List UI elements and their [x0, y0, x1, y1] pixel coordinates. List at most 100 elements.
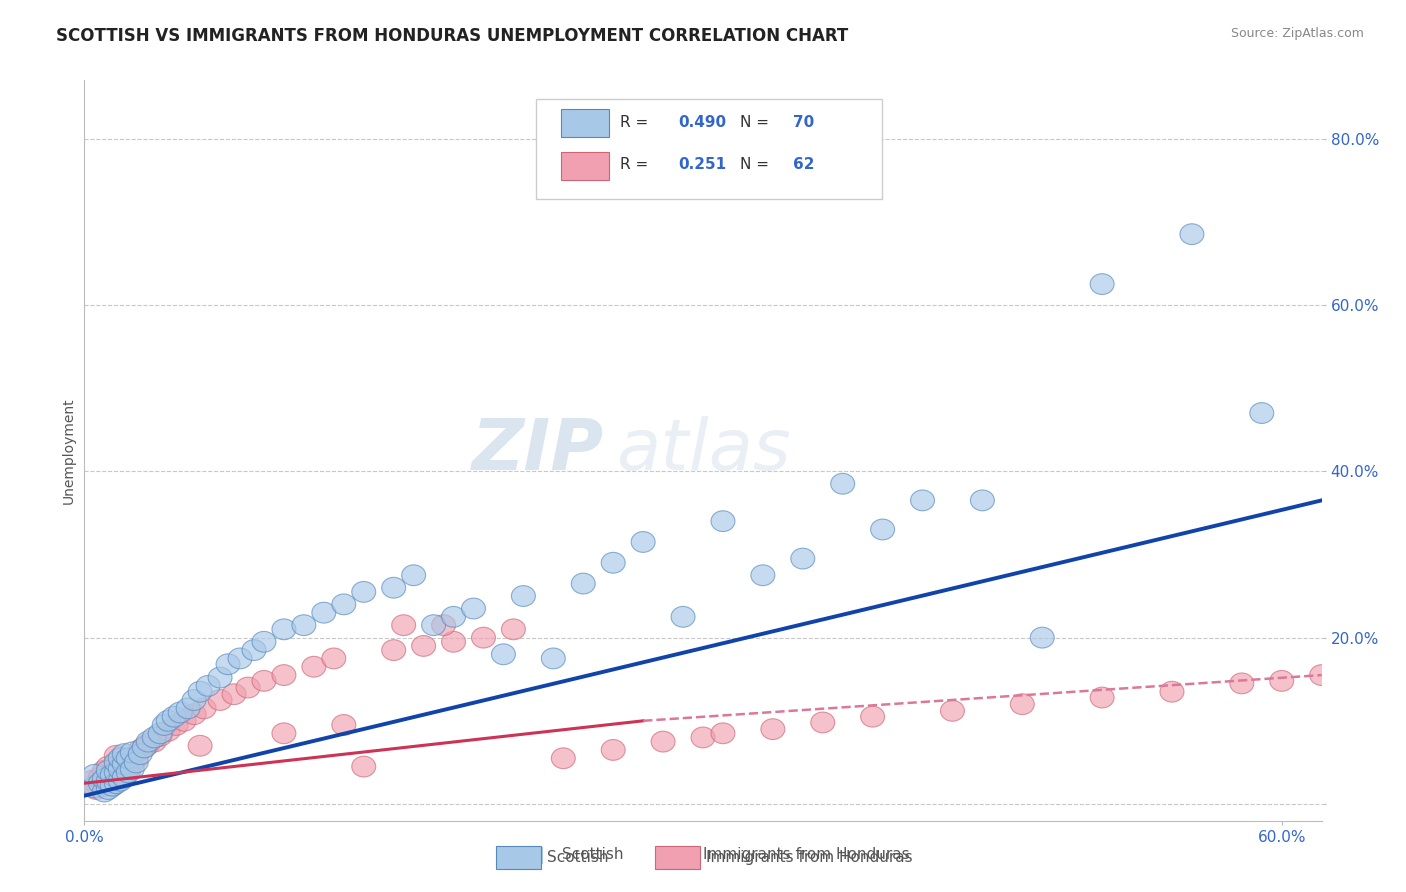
Ellipse shape — [690, 727, 716, 747]
Ellipse shape — [671, 607, 695, 627]
Ellipse shape — [1270, 671, 1294, 691]
Ellipse shape — [156, 721, 180, 741]
Y-axis label: Unemployment: Unemployment — [62, 397, 76, 504]
Ellipse shape — [162, 706, 186, 727]
Ellipse shape — [128, 739, 152, 760]
Ellipse shape — [156, 710, 180, 731]
FancyBboxPatch shape — [561, 109, 609, 137]
Ellipse shape — [751, 565, 775, 586]
Ellipse shape — [80, 771, 104, 791]
Ellipse shape — [381, 577, 406, 599]
Ellipse shape — [1090, 274, 1114, 294]
Ellipse shape — [104, 756, 128, 777]
Ellipse shape — [142, 731, 166, 752]
Ellipse shape — [108, 759, 132, 780]
Ellipse shape — [302, 657, 326, 677]
Ellipse shape — [790, 549, 814, 569]
Ellipse shape — [1160, 681, 1184, 702]
Text: 70: 70 — [793, 115, 814, 130]
Ellipse shape — [188, 735, 212, 756]
Ellipse shape — [941, 700, 965, 722]
Ellipse shape — [432, 615, 456, 635]
Ellipse shape — [970, 490, 994, 511]
Ellipse shape — [121, 742, 145, 763]
Text: N =: N = — [740, 158, 773, 172]
Ellipse shape — [461, 599, 485, 619]
Text: 62: 62 — [793, 158, 815, 172]
Ellipse shape — [271, 665, 295, 685]
Ellipse shape — [97, 760, 121, 781]
Ellipse shape — [551, 747, 575, 769]
Ellipse shape — [104, 762, 128, 783]
Ellipse shape — [97, 771, 121, 791]
Ellipse shape — [108, 747, 132, 769]
Ellipse shape — [441, 607, 465, 627]
Ellipse shape — [332, 714, 356, 735]
Ellipse shape — [176, 698, 200, 719]
Ellipse shape — [571, 574, 595, 594]
Ellipse shape — [108, 767, 132, 788]
Text: □: □ — [665, 845, 685, 864]
Ellipse shape — [93, 760, 117, 781]
Text: Immigrants from Honduras: Immigrants from Honduras — [706, 850, 912, 864]
Ellipse shape — [1250, 402, 1274, 424]
Text: □: □ — [524, 845, 544, 864]
Ellipse shape — [100, 764, 124, 785]
Ellipse shape — [93, 781, 117, 802]
Ellipse shape — [831, 474, 855, 494]
Ellipse shape — [188, 681, 212, 702]
Ellipse shape — [217, 654, 240, 674]
Ellipse shape — [124, 747, 148, 769]
Ellipse shape — [183, 690, 207, 710]
Ellipse shape — [208, 667, 232, 688]
Ellipse shape — [602, 552, 626, 574]
Ellipse shape — [117, 759, 141, 780]
Ellipse shape — [1031, 627, 1054, 648]
Ellipse shape — [97, 779, 121, 799]
Ellipse shape — [104, 746, 128, 766]
Ellipse shape — [711, 723, 735, 744]
Text: Immigrants from Honduras: Immigrants from Honduras — [703, 847, 910, 862]
Ellipse shape — [148, 725, 172, 747]
Ellipse shape — [402, 565, 426, 586]
Ellipse shape — [412, 635, 436, 657]
Ellipse shape — [1309, 665, 1334, 685]
Ellipse shape — [121, 754, 145, 774]
Ellipse shape — [1011, 694, 1035, 714]
Ellipse shape — [352, 756, 375, 777]
Ellipse shape — [242, 640, 266, 660]
Ellipse shape — [602, 739, 626, 760]
Ellipse shape — [172, 710, 195, 731]
Text: atlas: atlas — [616, 416, 792, 485]
Ellipse shape — [100, 775, 124, 796]
Text: Source: ZipAtlas.com: Source: ZipAtlas.com — [1230, 27, 1364, 40]
Ellipse shape — [502, 619, 526, 640]
Ellipse shape — [132, 737, 156, 758]
Ellipse shape — [165, 714, 188, 735]
Ellipse shape — [222, 684, 246, 705]
Ellipse shape — [292, 615, 316, 635]
Ellipse shape — [97, 756, 121, 777]
Ellipse shape — [142, 727, 166, 747]
Ellipse shape — [83, 764, 107, 785]
Text: N =: N = — [740, 115, 773, 130]
Ellipse shape — [332, 594, 356, 615]
Text: 0.490: 0.490 — [678, 115, 727, 130]
Text: SCOTTISH VS IMMIGRANTS FROM HONDURAS UNEMPLOYMENT CORRELATION CHART: SCOTTISH VS IMMIGRANTS FROM HONDURAS UNE… — [56, 27, 848, 45]
Ellipse shape — [193, 698, 217, 719]
Ellipse shape — [148, 723, 172, 744]
Text: R =: R = — [620, 115, 654, 130]
Ellipse shape — [112, 750, 136, 772]
Ellipse shape — [471, 627, 495, 648]
Ellipse shape — [492, 644, 516, 665]
Ellipse shape — [152, 714, 176, 735]
Ellipse shape — [108, 754, 132, 774]
Ellipse shape — [124, 752, 148, 772]
Ellipse shape — [381, 640, 406, 660]
Text: R =: R = — [620, 158, 658, 172]
Ellipse shape — [911, 490, 935, 511]
Ellipse shape — [100, 762, 124, 783]
Ellipse shape — [104, 772, 128, 794]
Ellipse shape — [651, 731, 675, 752]
Ellipse shape — [761, 719, 785, 739]
